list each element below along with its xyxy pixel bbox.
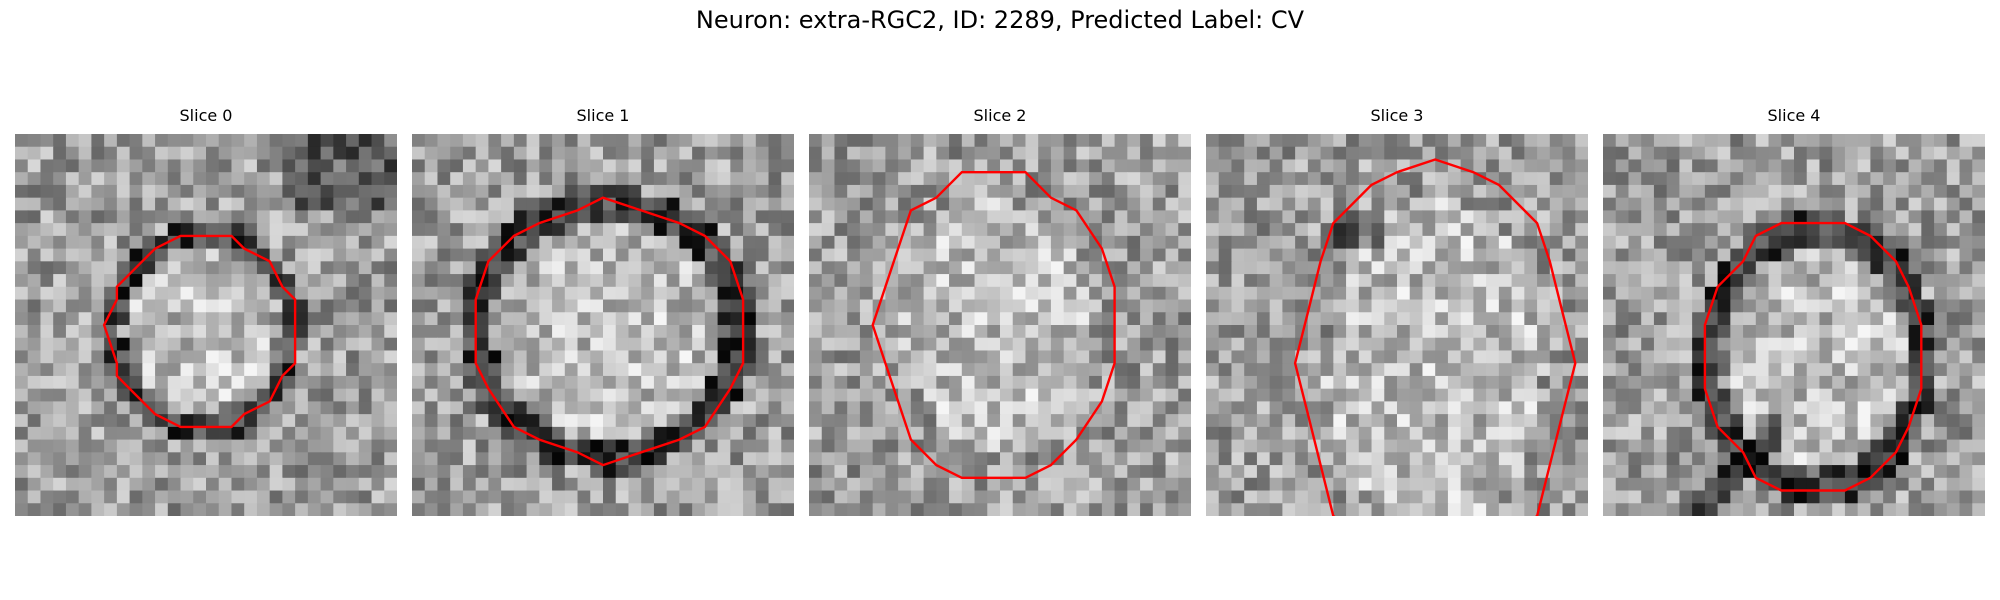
slice-image-2 (809, 134, 1191, 516)
slice-title: Slice 4 (1767, 106, 1821, 125)
slice-image-0 (15, 134, 397, 516)
cell-contour (474, 196, 745, 467)
pixel-grid (809, 134, 1191, 516)
cell-contour (102, 234, 297, 429)
slice-image-3 (1206, 134, 1588, 516)
slice-image-4 (1603, 134, 1985, 516)
pixel-grid (15, 134, 397, 516)
slice-title: Slice 3 (1370, 106, 1424, 125)
slice-panel-1: Slice 1 (412, 106, 794, 518)
pixel-grid (412, 134, 794, 516)
pixel-grid (1603, 134, 1985, 516)
slice-image-1 (412, 134, 794, 516)
slice-title: Slice 1 (576, 106, 630, 125)
slice-panel-3: Slice 3 (1206, 106, 1588, 518)
slice-title: Slice 2 (973, 106, 1027, 125)
slice-panel-4: Slice 4 (1603, 106, 1985, 518)
pixel-grid (1206, 134, 1588, 516)
slice-title: Slice 0 (179, 106, 233, 125)
slice-panel-2: Slice 2 (809, 106, 1191, 518)
slice-panel-0: Slice 0 (15, 106, 397, 518)
cell-contour (1293, 158, 1577, 516)
figure-title: Neuron: extra-RGC2, ID: 2289, Predicted … (695, 6, 1305, 34)
cell-contour (871, 171, 1116, 479)
cell-contour (1703, 221, 1923, 492)
